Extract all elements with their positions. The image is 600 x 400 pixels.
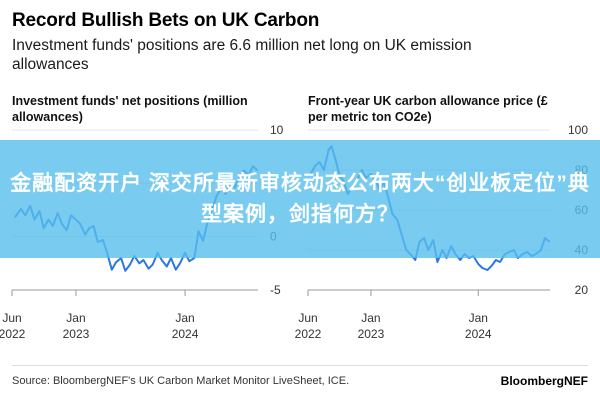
chart-subtitle: Investment funds' positions are 6.6 mill… [12,37,472,73]
overlay-banner [0,140,600,258]
right-y-tick-label: 20 [575,283,589,297]
left-x-tick-year: 2023 [63,327,90,341]
right-panel-title: Front-year UK carbon allowance price (£ … [308,94,548,124]
footer-divider [12,365,588,366]
right-x-tick-label: Jan [469,311,488,325]
right-y-tick-label: 100 [568,123,588,137]
right-x-tick-year: 2024 [465,327,492,341]
left-x-tick-label: Jan [175,311,194,325]
overlay-banner-text[interactable]: 金融配资开户 深交所最新审核动态公布两大“创业板定位”典型案例，剑指何方？ [10,172,590,226]
left-x-tick-year: 2024 [172,327,199,341]
right-x-tick-year: 2022 [295,327,322,341]
left-x-tick-label: Jan [66,311,85,325]
brand-logo: BloombergNEF [500,374,588,388]
right-x-tick-year: 2023 [358,327,385,341]
left-x-tick-label: Jun [2,311,21,325]
source-note: Source: BloombergNEF's UK Carbon Market … [12,375,350,387]
right-x-tick-label: Jan [361,311,380,325]
left-y-tick-label: 10 [270,123,284,137]
left-x-tick-year: 2022 [0,327,26,341]
left-y-tick-label: -5 [270,283,281,297]
chart-title: Record Bullish Bets on UK Carbon [12,10,320,31]
left-panel-title: Investment funds' net positions (million… [12,94,248,124]
right-x-tick-label: Jun [298,311,317,325]
